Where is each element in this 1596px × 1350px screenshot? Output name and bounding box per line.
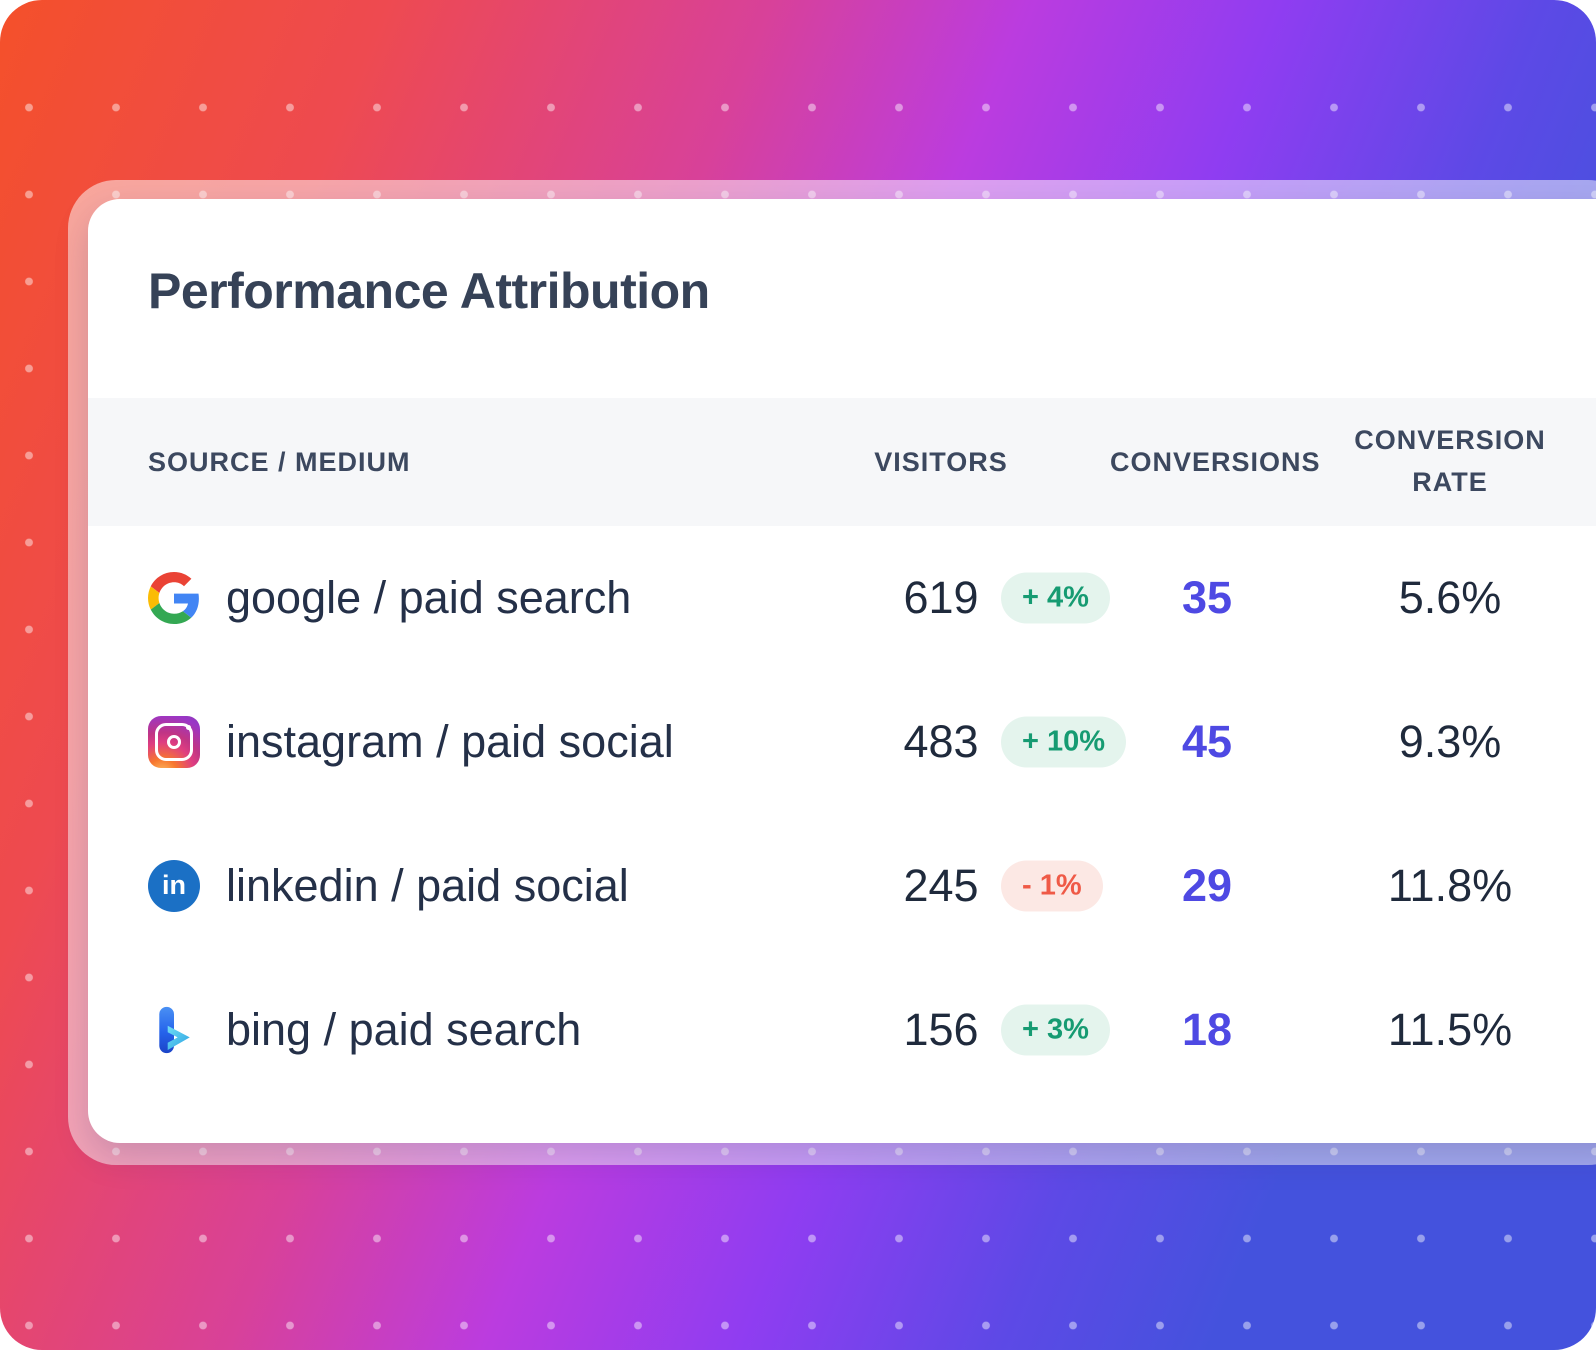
column-header-source-medium: SOURCE / MEDIUM (148, 446, 411, 477)
change-badge: + 3% (1001, 1004, 1110, 1056)
change-badge: - 1% (1001, 860, 1103, 912)
conversion-rate-value: 11.8% (1387, 860, 1513, 911)
source-cell: in linkedin / paid social (88, 860, 772, 912)
attribution-table: SOURCE / MEDIUM VISITORS CONVERSIONS CON… (88, 398, 1596, 1102)
table-row: in linkedin / paid social 245 - 1% 29 11… (88, 814, 1596, 958)
page-title: Performance Attribution (148, 263, 710, 319)
visitors-value: 619 (903, 572, 979, 623)
table-header-row: SOURCE / MEDIUM VISITORS CONVERSIONS CON… (88, 398, 1596, 526)
instagram-icon (148, 716, 200, 768)
conversions-value: 18 (1181, 1004, 1233, 1055)
table-row: instagram / paid social 483 + 10% 45 9.3… (88, 670, 1596, 814)
source-cell: instagram / paid social (88, 716, 772, 768)
conversion-rate-value: 9.3% (1398, 716, 1502, 767)
source-label: linkedin / paid social (226, 860, 629, 911)
table-row: google / paid search 619 + 4% 35 5.6% (88, 526, 1596, 670)
visitors-cell: 156 + 3% (772, 1004, 1110, 1056)
bing-icon (148, 1004, 200, 1056)
conversions-value: 35 (1181, 572, 1233, 623)
table-row: bing / paid search 156 + 3% 18 11.5% (88, 958, 1596, 1102)
linkedin-icon: in (148, 860, 200, 912)
conversion-rate-value: 11.5% (1387, 1004, 1513, 1055)
source-label: google / paid search (226, 572, 632, 623)
conversions-value: 45 (1181, 716, 1233, 767)
source-cell: google / paid search (88, 572, 772, 624)
google-icon (148, 572, 200, 624)
column-header-conversion-rate: CONVERSION RATE (1354, 425, 1546, 497)
source-label: bing / paid search (226, 1004, 582, 1055)
source-label: instagram / paid social (226, 716, 674, 767)
visitors-value: 483 (903, 716, 979, 767)
conversions-value: 29 (1181, 860, 1233, 911)
change-badge: + 4% (1001, 572, 1110, 624)
change-badge: + 10% (1001, 716, 1127, 768)
column-header-conversions: CONVERSIONS (1110, 446, 1321, 477)
performance-attribution-card: Performance Attribution SOURCE / MEDIUM … (88, 199, 1596, 1143)
visitors-cell: 483 + 10% (772, 716, 1127, 768)
visitors-cell: 245 - 1% (772, 860, 1110, 912)
visitors-value: 245 (903, 860, 979, 911)
source-cell: bing / paid search (88, 1004, 772, 1056)
column-header-visitors: VISITORS (874, 446, 1008, 477)
conversion-rate-value: 5.6% (1398, 572, 1502, 623)
visitors-cell: 619 + 4% (772, 572, 1110, 624)
visitors-value: 156 (903, 1004, 979, 1055)
